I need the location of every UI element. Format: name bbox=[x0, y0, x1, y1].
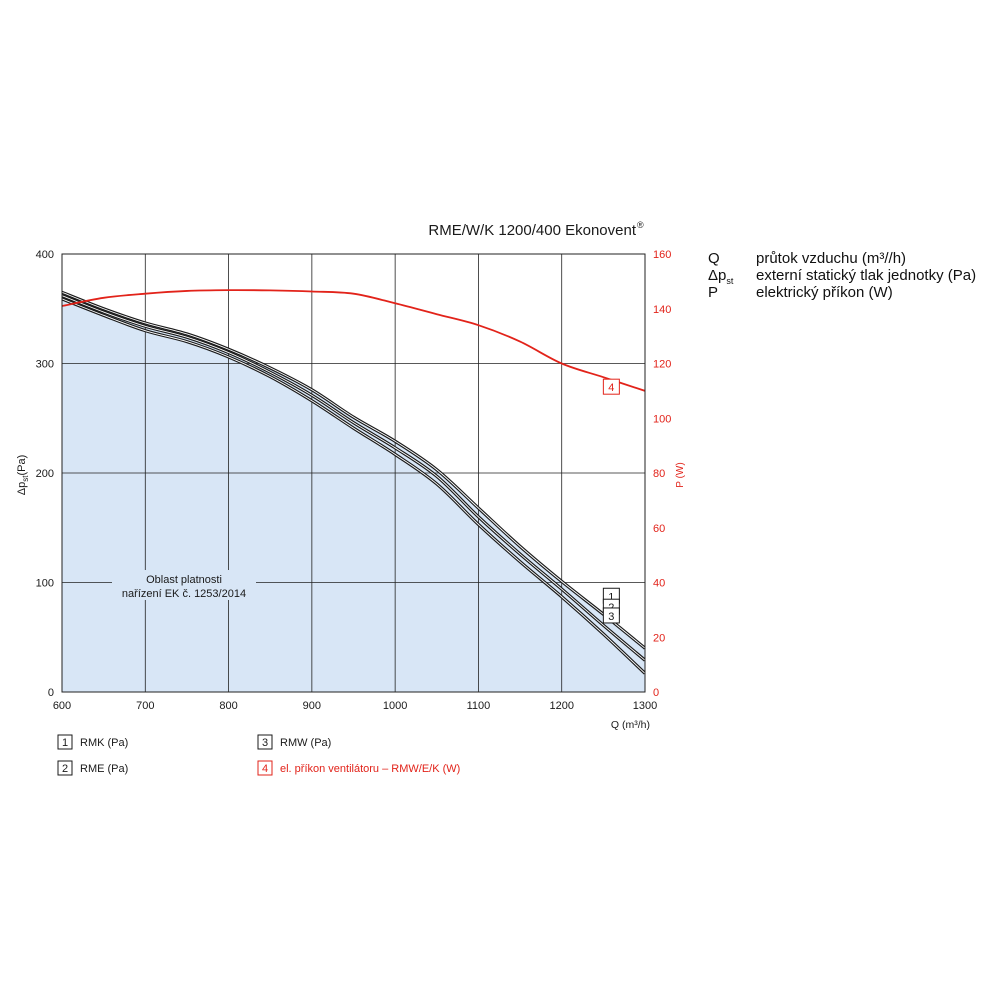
legend-label-3: RMW (Pa) bbox=[280, 737, 331, 749]
y-tick-label: 300 bbox=[36, 359, 54, 371]
x-tick-label: 1000 bbox=[383, 700, 407, 712]
symbol-p-desc: elektrický příkon (W) bbox=[756, 284, 893, 301]
y2-axis-label: P (W) bbox=[675, 462, 686, 487]
y-axis-label-unit: (Pa) bbox=[16, 455, 28, 476]
series-line-highlight-3 bbox=[62, 298, 645, 674]
legend-label-1: RMK (Pa) bbox=[80, 737, 128, 749]
y2-tick-label: 120 bbox=[653, 359, 671, 371]
series-line-highlight-2 bbox=[62, 295, 645, 661]
region-label-background bbox=[112, 570, 256, 600]
legend-label-4: el. příkon ventilátoru – RMW/E/K (W) bbox=[280, 763, 460, 775]
symbol-dpst-desc: externí statický tlak jednotky (Pa) bbox=[756, 267, 977, 284]
curves bbox=[62, 289, 645, 675]
symbol-q: Q bbox=[708, 250, 720, 267]
chart-title-mark: ® bbox=[637, 220, 644, 230]
y-tick-label: 0 bbox=[48, 687, 54, 699]
x-tick-label: 600 bbox=[53, 700, 71, 712]
y-tick-label: 400 bbox=[36, 249, 54, 261]
y-axis-label-main: Δp bbox=[16, 482, 28, 495]
legend-box-1 bbox=[57, 734, 73, 750]
y2-tick-label: 80 bbox=[653, 468, 665, 480]
legend-number-3: 3 bbox=[262, 737, 268, 749]
y2-tick-label: 40 bbox=[653, 578, 665, 590]
y-tick-label: 100 bbox=[36, 578, 54, 590]
region-label-line1: Oblast platnosti bbox=[146, 574, 222, 586]
plot-frame bbox=[61, 253, 646, 693]
x-tick-label: 1300 bbox=[633, 700, 657, 712]
y2-tick-label: 20 bbox=[653, 632, 665, 644]
curve-marker-box-4 bbox=[602, 378, 620, 395]
series-line-4 bbox=[62, 289, 645, 392]
tick-labels: 600 700 800 900 1000 1100 1200 1300010020030040… bbox=[36, 249, 672, 712]
symbol-p: P bbox=[708, 284, 719, 301]
legend: 1 RMK (Pa) 2 RME (Pa) 3 RMW (Pa) 4 el. příkon v… bbox=[57, 734, 460, 776]
legend-number-1: 1 bbox=[62, 737, 68, 749]
legend-box-2 bbox=[57, 760, 73, 776]
region-label-line2: nařízení EK č. 1253/2014 bbox=[122, 588, 246, 600]
series-line-highlight-1 bbox=[62, 291, 645, 649]
legend-box-3 bbox=[257, 734, 273, 750]
symbol-dpst-sub: st bbox=[726, 276, 734, 286]
legend-number-2: 2 bbox=[62, 763, 68, 775]
symbol-row-dpst: Δpst externí statický tlak jednotky (Pa) bbox=[708, 267, 977, 287]
validity-region bbox=[62, 292, 645, 692]
y2-tick-label: 60 bbox=[653, 523, 665, 535]
x-tick-label: 700 bbox=[136, 700, 154, 712]
x-tick-label: 1200 bbox=[549, 700, 573, 712]
legend-label-2: RME (Pa) bbox=[80, 763, 128, 775]
y2-tick-label: 100 bbox=[653, 413, 671, 425]
x-tick-label: 1100 bbox=[467, 700, 491, 712]
validity-region-area bbox=[62, 292, 645, 692]
symbol-q-desc: průtok vzduchu (m³//h) bbox=[756, 250, 907, 267]
curve-marker-label-1: 1 bbox=[608, 591, 614, 603]
y2-tick-label: 0 bbox=[653, 687, 659, 699]
y-tick-label: 200 bbox=[36, 468, 54, 480]
curve-markers: 1234 bbox=[602, 378, 620, 624]
chart-title: RME/W/K 1200/400 Ekonovent bbox=[428, 222, 636, 239]
symbol-dpst: Δpst bbox=[708, 268, 756, 289]
symbol-dpst-main: Δp bbox=[708, 267, 727, 284]
curve-marker-box-3 bbox=[602, 607, 620, 624]
curve-marker-label-3: 3 bbox=[608, 611, 614, 623]
x-axis-label: Q (m³/h) bbox=[611, 719, 650, 731]
y-axis-label-sub: st bbox=[21, 475, 30, 482]
y2-tick-label: 160 bbox=[653, 249, 671, 261]
x-tick-label: 800 bbox=[219, 700, 237, 712]
legend-number-4: 4 bbox=[262, 763, 268, 775]
x-tick-label: 900 bbox=[303, 700, 321, 712]
y-axis-label: Δpst(Pa) bbox=[16, 455, 30, 495]
legend-box-4 bbox=[257, 760, 273, 776]
y2-tick-label: 140 bbox=[653, 304, 671, 316]
curve-marker-label-4: 4 bbox=[608, 382, 614, 394]
